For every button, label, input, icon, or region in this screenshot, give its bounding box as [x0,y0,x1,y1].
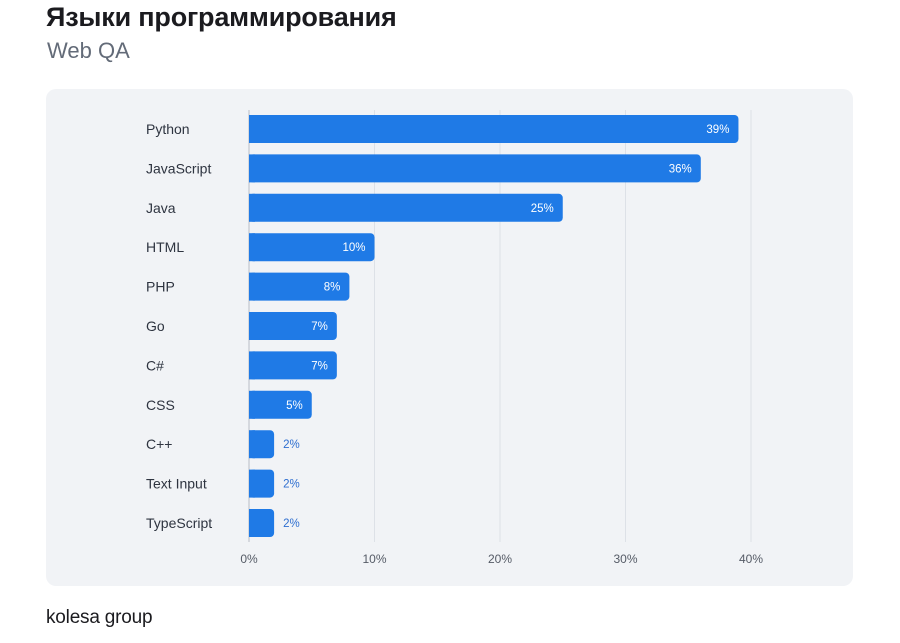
category-label: Text Input [146,476,207,492]
value-label: 2% [283,479,300,491]
bar [249,430,275,459]
bar [249,154,701,183]
chart-subtitle: Web QA [47,38,130,63]
bar [249,312,337,340]
bar-left-edge [249,509,255,537]
category-label: C++ [146,436,172,452]
brand-logo: kolesa group [46,607,153,628]
value-label: 36% [669,163,692,175]
bar-left-edge [249,469,255,498]
value-label: 25% [531,203,554,215]
value-label: 10% [342,242,365,254]
value-label: 7% [311,321,328,333]
bar-left-edge [249,272,255,301]
category-label: C# [146,357,164,373]
chart-title: Языки программирования [46,2,397,32]
value-label: 2% [283,518,300,530]
value-label: 39% [706,124,729,136]
value-label: 7% [311,360,328,372]
bar [249,469,275,498]
bar-left-edge [249,193,255,222]
bar [249,390,312,419]
category-label: HTML [146,239,184,255]
category-label: CSS [146,397,175,413]
bar [249,193,563,222]
bar-left-edge [249,233,255,262]
category-label: PHP [146,279,175,295]
value-label: 8% [324,282,341,294]
bar-left-edge [249,154,255,183]
x-tick-label: 0% [240,552,258,566]
bar-left-edge [249,115,255,143]
x-tick-label: 20% [488,552,512,566]
bar [249,233,375,262]
category-label: TypeScript [146,515,212,531]
bar [249,509,275,537]
bar-left-edge [249,430,255,459]
x-tick-label: 40% [739,552,763,566]
bar [249,115,739,143]
value-label: 2% [283,439,300,451]
x-tick-label: 10% [362,552,386,566]
category-label: Java [146,200,176,216]
category-label: JavaScript [146,160,211,176]
bar-left-edge [249,351,255,380]
bar-left-edge [249,312,255,340]
value-label: 5% [286,400,303,412]
bar-left-edge [249,390,255,419]
x-tick-label: 30% [613,552,637,566]
category-label: Python [146,121,190,137]
category-label: Go [146,318,165,334]
bar [249,272,350,301]
bar [249,351,337,380]
